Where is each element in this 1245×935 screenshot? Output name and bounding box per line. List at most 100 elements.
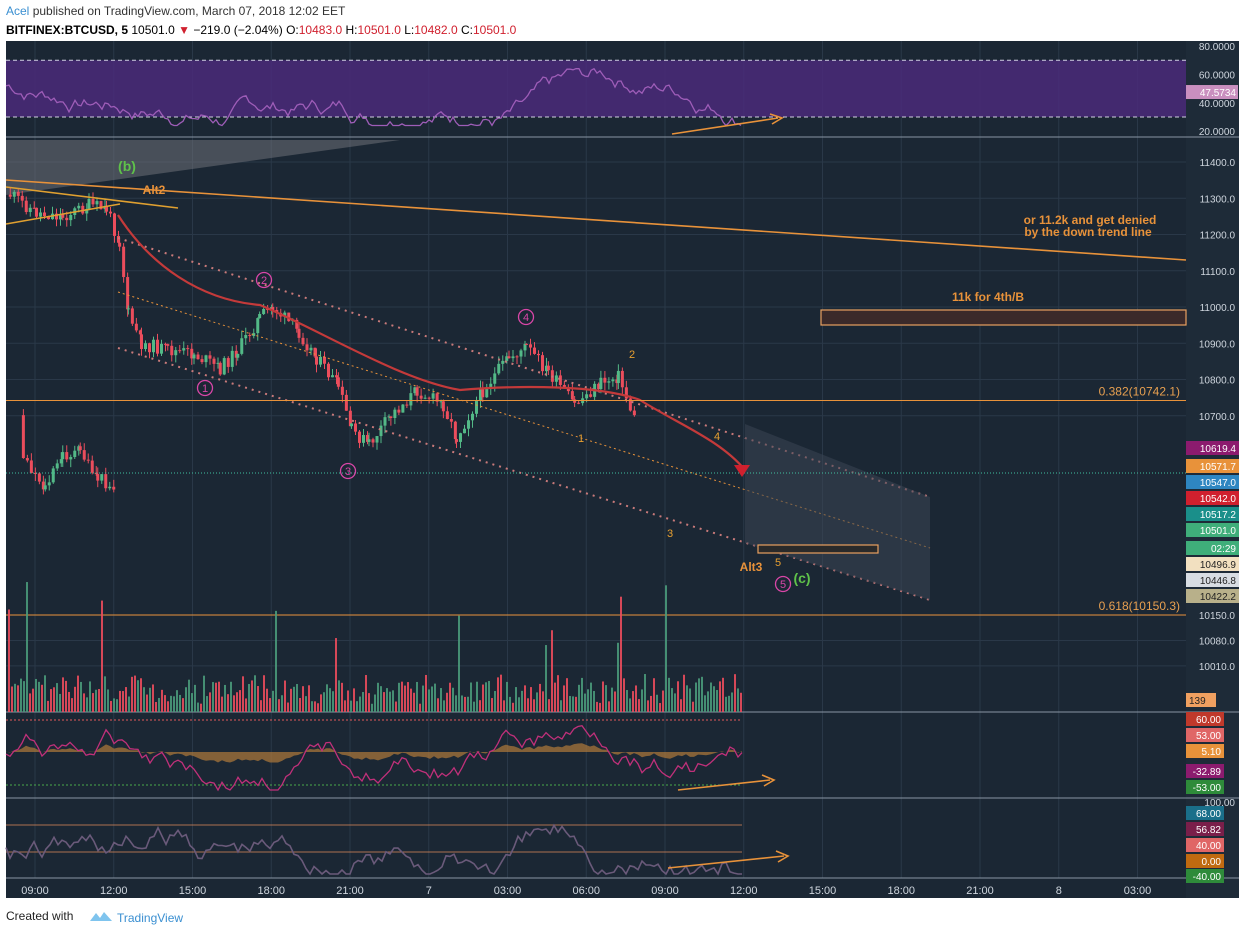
close-value: 10501.0: [472, 23, 517, 37]
osc-line: [5, 724, 743, 792]
volume-bar: [551, 630, 553, 712]
candle-body: [33, 472, 37, 474]
alt2-lower-line: [5, 203, 121, 225]
candle-body: [138, 330, 142, 335]
volume-bar: [626, 690, 628, 712]
volume-bar: [215, 682, 217, 712]
volume-bar: [665, 585, 667, 712]
candle-body: [118, 242, 122, 247]
volume-bar: [590, 682, 592, 712]
alt2-label: Alt2: [143, 183, 166, 197]
volume-bar: [632, 691, 634, 712]
stoch-tag: [1186, 854, 1224, 868]
circled-wave-number: 1: [202, 383, 208, 395]
candle-body: [108, 486, 112, 489]
price-tag-text: 10547.0: [1200, 478, 1237, 489]
circled-wave-marker: [774, 575, 792, 593]
x-tick-label: 15:00: [809, 885, 837, 897]
candle-body: [387, 416, 391, 418]
volume-bar: [146, 694, 148, 712]
volume-bar: [401, 681, 403, 712]
created-with-text: Created with: [6, 909, 74, 923]
volume-bar: [212, 682, 214, 712]
stoch-tag-text: -40.00: [1193, 872, 1222, 883]
tradingview-brand[interactable]: TradingView: [117, 911, 183, 925]
volume-bar: [470, 682, 472, 712]
volume-bar: [443, 700, 445, 712]
candle-body: [248, 335, 252, 337]
candle-body: [479, 387, 482, 402]
volume-bar: [608, 701, 610, 712]
volume-bar: [152, 684, 154, 712]
volume-bar: [176, 690, 178, 712]
volume-bar: [338, 680, 340, 712]
symbol-name[interactable]: BITFINEX:BTCUSD, 5: [6, 23, 129, 37]
candle-body: [305, 344, 309, 351]
volume-bar: [503, 700, 505, 712]
volume-bar: [173, 696, 175, 712]
rsi-band: [6, 60, 1186, 117]
candle-body: [43, 212, 46, 217]
volume-bar: [614, 691, 616, 712]
change-arrow-icon: ▼: [178, 23, 190, 37]
volume-bar: [449, 682, 451, 712]
volume-bar: [218, 681, 220, 712]
stoch-line: [5, 823, 742, 876]
volume-bar: [167, 701, 169, 712]
stoch-tag-text: 68.00: [1196, 809, 1221, 820]
tradingview-logo-icon[interactable]: TradingView: [88, 909, 208, 927]
volume-bar: [236, 692, 238, 712]
candle-body: [599, 377, 603, 390]
price-tag: [1186, 491, 1239, 505]
arrow-head-icon: [775, 850, 790, 863]
rsi-line: [5, 67, 742, 127]
price-axis-label: 11400.0: [1200, 158, 1236, 169]
candle-body: [218, 362, 222, 375]
osc-divergence-arrow: [677, 779, 771, 791]
candle-body: [148, 343, 151, 353]
candle-body: [505, 356, 509, 361]
price-tag: [1186, 475, 1239, 489]
candle-body: [327, 363, 330, 378]
candle-body: [178, 350, 182, 352]
candle-body: [603, 377, 607, 383]
volume-bar: [77, 675, 79, 712]
volume-bar: [686, 685, 688, 712]
circled-wave-number: 5: [780, 579, 786, 591]
volume-bar: [185, 687, 187, 712]
volume-bar: [701, 676, 703, 712]
volume-bar: [473, 701, 475, 712]
candle-body: [85, 208, 89, 214]
circled-wave-marker: [255, 271, 273, 289]
candle-body: [244, 335, 248, 339]
sell-marker-icon: [734, 465, 750, 477]
volume-bar: [227, 694, 229, 712]
candle-body: [12, 191, 16, 197]
volume-bar: [56, 683, 58, 712]
volume-bar: [305, 696, 307, 712]
circled-wave-number: 4: [523, 312, 529, 324]
volume-bar: [620, 596, 622, 712]
candle-body: [112, 486, 116, 490]
box-note-label: 11k for 4th/B: [952, 290, 1024, 304]
candle-body: [336, 377, 340, 387]
volume-bar: [458, 615, 460, 712]
volume-bar: [410, 688, 412, 712]
candle-body: [611, 379, 615, 382]
author-link[interactable]: Acel: [6, 4, 30, 18]
alt3-label: Alt3: [740, 560, 763, 574]
price-tag: [1186, 441, 1239, 455]
volume-bar: [254, 675, 256, 712]
volume-bar: [182, 698, 184, 712]
volume-bar: [695, 682, 697, 712]
candle-body: [529, 344, 532, 348]
candle-body: [95, 201, 99, 205]
low-value: 10482.0: [414, 23, 458, 37]
candle-body: [39, 212, 42, 217]
volume-bar: [65, 680, 67, 712]
candle-body: [113, 213, 116, 236]
volume-bar: [284, 680, 286, 712]
arrow-head-icon: [761, 774, 776, 787]
candle-body: [485, 388, 489, 398]
